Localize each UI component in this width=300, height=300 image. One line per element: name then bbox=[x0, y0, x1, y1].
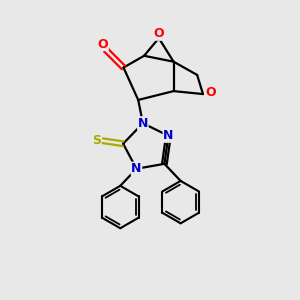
Text: O: O bbox=[205, 86, 216, 99]
Text: S: S bbox=[92, 134, 101, 147]
Text: O: O bbox=[98, 38, 108, 50]
Text: N: N bbox=[138, 117, 148, 130]
Text: N: N bbox=[163, 129, 174, 142]
Text: N: N bbox=[131, 162, 142, 175]
Text: O: O bbox=[154, 27, 164, 40]
